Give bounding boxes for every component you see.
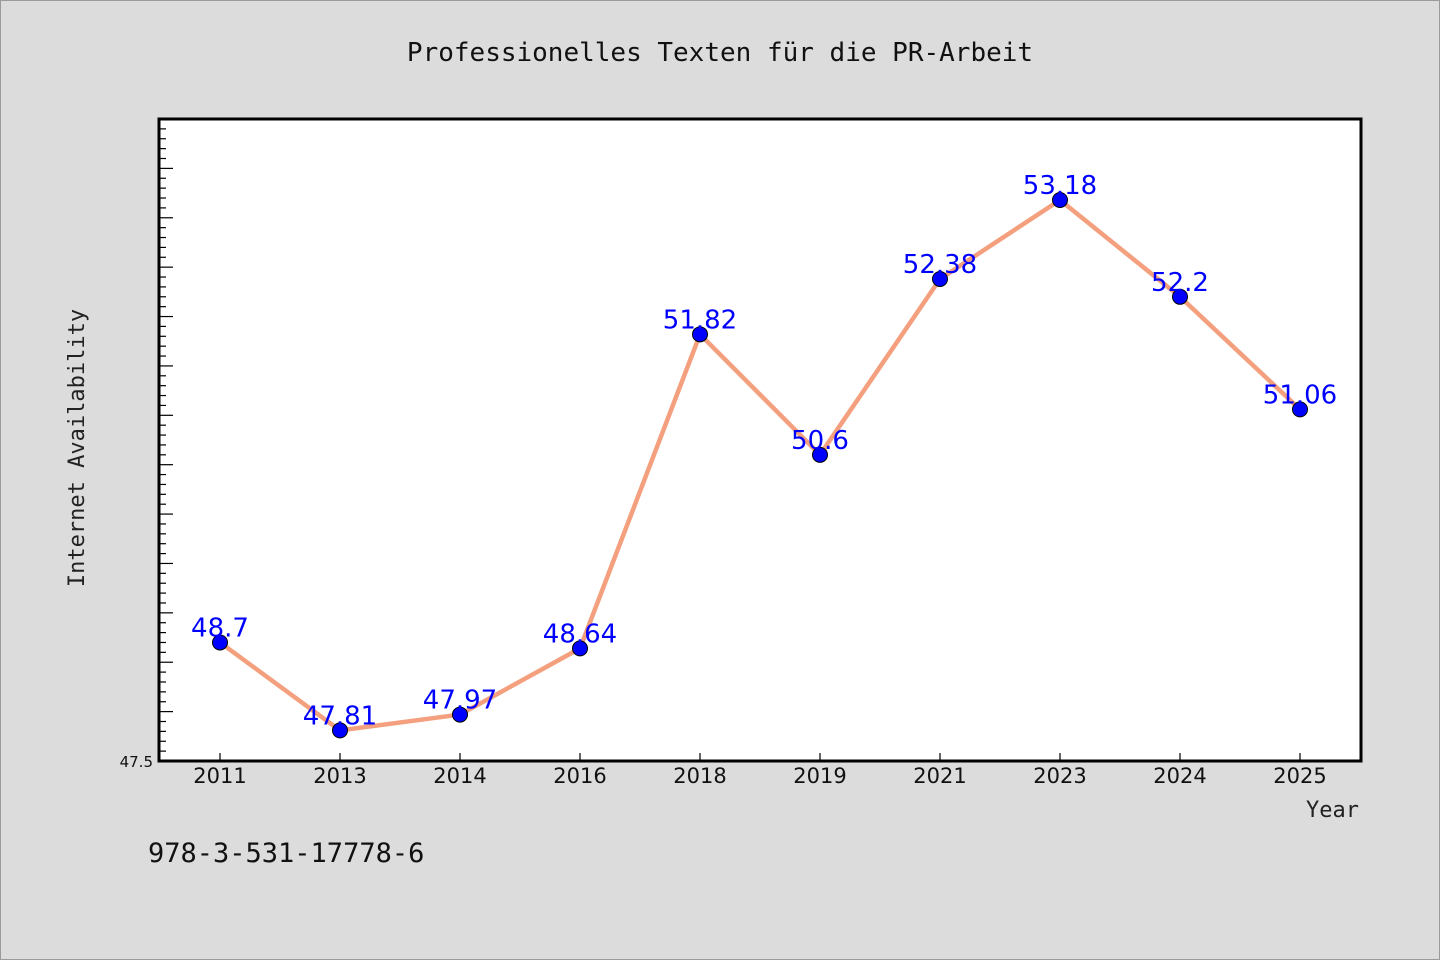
x-axis-ticks: 2011 2013 2014 2016 2018 2019 2021 2023 2024 2025 <box>193 753 1327 788</box>
x-axis-label: Year <box>1306 798 1359 823</box>
data-label: 53.18 <box>1023 171 1097 201</box>
data-point <box>452 706 468 723</box>
y-axis-ticks: 47.5 <box>120 128 173 771</box>
data-point <box>1292 401 1308 418</box>
x-tick-label: 2024 <box>1153 764 1206 788</box>
data-label: 52.2 <box>1151 268 1209 298</box>
data-label: 51.06 <box>1263 380 1337 410</box>
y-axis-label: Internet Availability <box>65 309 90 587</box>
data-point <box>572 640 588 657</box>
data-point <box>932 271 948 288</box>
x-tick-label: 2011 <box>193 764 246 788</box>
data-label: 52.38 <box>903 250 977 280</box>
data-label: 51.82 <box>663 305 737 335</box>
data-point <box>812 446 828 463</box>
data-label: 48.7 <box>191 613 249 643</box>
data-label: 50.6 <box>791 426 849 456</box>
data-label: 47.97 <box>423 686 497 716</box>
data-point <box>1172 288 1188 305</box>
x-tick-label: 2016 <box>553 764 606 788</box>
data-point <box>1052 191 1068 208</box>
x-tick-label: 2018 <box>673 764 726 788</box>
data-point <box>212 634 228 651</box>
footer-isbn: 978-3-531-17778-6 <box>148 838 424 869</box>
x-tick-label: 2013 <box>313 764 366 788</box>
data-point <box>692 326 708 343</box>
x-tick-label: 2023 <box>1033 764 1086 788</box>
data-markers <box>212 191 1308 739</box>
data-label: 47.81 <box>303 701 377 731</box>
data-labels: 48.7 47.81 47.97 48.64 51.82 50.6 52.38 53.18 52… <box>191 171 1337 731</box>
x-tick-label: 2014 <box>433 764 486 788</box>
series-line <box>218 197 1302 733</box>
chart-title: Professionelles Texten für die PR-Arbeit <box>407 38 1033 68</box>
y-tick-label: 47.5 <box>120 753 153 771</box>
data-point <box>332 722 348 739</box>
plot-area <box>157 117 1363 763</box>
x-tick-label: 2019 <box>793 764 846 788</box>
x-tick-label: 2025 <box>1273 764 1326 788</box>
x-tick-label: 2021 <box>913 764 966 788</box>
data-label: 48.64 <box>543 619 617 649</box>
